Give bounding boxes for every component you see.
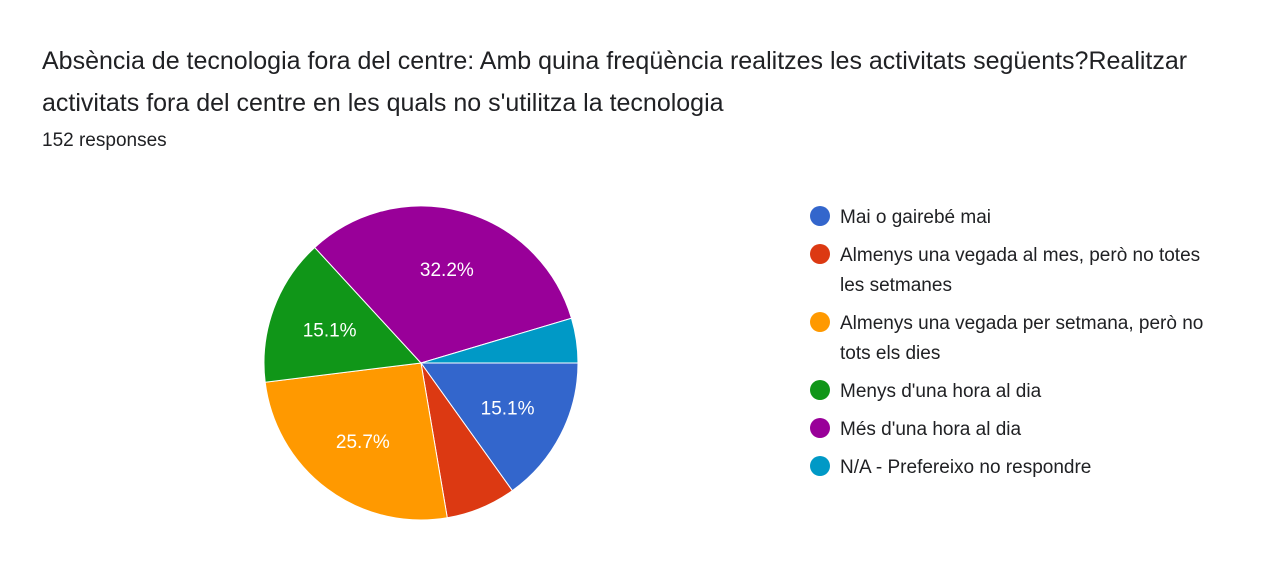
legend-item[interactable]: Almenys una vegada al mes, però no totes… (810, 241, 1240, 301)
pie-slice[interactable] (313, 205, 573, 364)
pie-slice[interactable] (263, 246, 423, 383)
pie-slice[interactable] (420, 317, 579, 364)
legend-label: Almenys una vegada per setmana, però no … (840, 313, 1204, 364)
pie-slice[interactable] (264, 362, 448, 521)
legend-swatch (810, 206, 830, 226)
legend-item[interactable]: N/A - Prefereixo no respondre (810, 453, 1240, 483)
legend-label: Almenys una vegada al mes, però no totes… (840, 245, 1201, 296)
legend-item[interactable]: Almenys una vegada per setmana, però no … (810, 309, 1240, 369)
legend-swatch (810, 418, 830, 438)
pie-slice[interactable] (420, 362, 579, 492)
slice-label: 32.2% (420, 260, 474, 281)
legend-label: N/A - Prefereixo no respondre (840, 457, 1092, 478)
legend-swatch (810, 380, 830, 400)
legend: Mai o gairebé mai Almenys una vegada al … (810, 203, 1240, 491)
legend-label: Mai o gairebé mai (840, 207, 992, 228)
legend-label: Més d'una hora al dia (840, 419, 1022, 440)
response-count: 152 responses (42, 130, 167, 151)
legend-item[interactable]: Més d'una hora al dia (810, 415, 1240, 445)
chart-header: Absència de tecnologia fora del centre: … (42, 40, 1242, 152)
legend-item[interactable]: Menys d'una hora al dia (810, 377, 1240, 407)
legend-item[interactable]: Mai o gairebé mai (810, 203, 1240, 233)
legend-label: Menys d'una hora al dia (840, 381, 1042, 402)
slice-label: 15.1% (303, 320, 357, 341)
slice-label: 15.1% (481, 399, 535, 420)
chart-title: Absència de tecnologia fora del centre: … (42, 47, 1188, 117)
legend-swatch (810, 456, 830, 476)
legend-swatch (810, 244, 830, 264)
legend-swatch (810, 312, 830, 332)
slice-label: 25.7% (336, 432, 390, 453)
